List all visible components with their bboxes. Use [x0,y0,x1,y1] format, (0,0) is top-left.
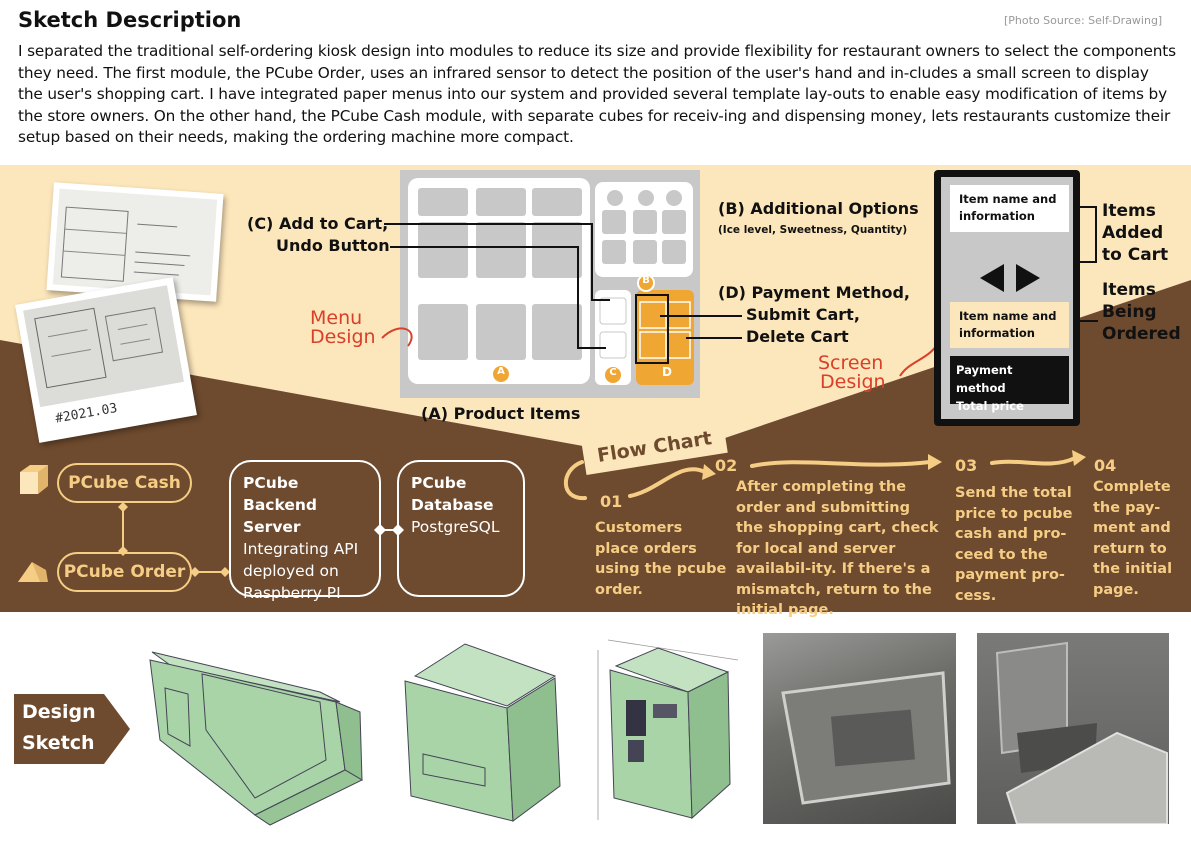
build-photo-2 [977,633,1169,825]
sketch-lines [60,206,191,282]
sketch-drawing-front [23,285,184,408]
flow-step-4-text: Complete the pay-ment and return to the … [1093,479,1173,598]
model-cash-internal [597,639,739,820]
label-d-line3: Delete Cart [746,327,849,346]
design-sketch-line1: Design [22,701,96,723]
backend-server-node: PCube Backend Server Integrating API dep… [229,460,381,602]
arrow-right-icon[interactable] [1016,264,1040,292]
arrow-nav-icons [980,264,1040,292]
database-node: PCube Database PostgreSQL [397,460,525,597]
sketch-photo-front: #2021.03 [15,277,197,443]
flow-step-4-num: 04 [1094,456,1117,475]
build-photo-1 [763,633,956,824]
db-title-1: PCube [411,474,467,492]
ordered-item-line1: Item name and [959,309,1057,323]
prism-icon [18,562,48,582]
model-order-wedge [149,651,364,826]
label-added-1: Items [1102,201,1156,221]
ordered-item-line2: information [959,326,1035,340]
cart-item-top-line1: Item name and [959,192,1057,206]
label-d-line1: (D) Payment Method, [718,283,910,302]
photo-source: [Photo Source: Self-Drawing] [1004,14,1163,27]
dispenser [628,740,644,762]
flow-step-3-num: 03 [955,456,978,475]
ordered-item: Item name and information [950,302,1069,348]
badge-a: A [497,366,505,377]
flow-step-2-num: 02 [715,456,738,475]
label-add-to-cart: (C) Add to Cart, Undo Button [247,213,390,257]
payment-method-text: Payment method [956,363,1013,395]
label-items-added: Items Added to Cart [1102,200,1168,266]
page-title: Sketch Description [18,8,242,32]
menu-wireframe [400,170,700,398]
cart-item-top: Item name and information [950,185,1069,232]
label-payment-method: (D) Payment Method, Submit Cart, Delete … [718,282,910,348]
db-title-2: Database [411,496,494,514]
label-b-sub: (Ice level, Sweetness, Quantity) [718,224,908,236]
screen-design-line1: Screen [818,352,884,374]
flow-step-2-text: After completing the order and submittin… [736,479,939,618]
badge-d: D [662,365,672,379]
pcube-cash-node: PCube Cash [57,463,192,503]
backend-title-1: PCube [243,474,299,492]
screen-design-line2: Design [820,371,886,393]
label-c-line1: (C) Add to Cart, [247,214,389,233]
menu-design-line1: Menu [310,307,363,329]
menu-design-line2: Design [310,326,376,348]
label-ordered-2: Being [1102,302,1157,322]
badge-b: B [642,275,650,286]
design-sketch-line2: Sketch [22,732,95,754]
label-added-2: Added [1102,223,1164,243]
sketch-drawing [52,188,218,296]
label-c-line2: Undo Button [276,236,390,255]
cart-item-top-line2: information [959,209,1035,223]
backend-title-2: Backend Server [243,496,317,536]
flow-step-1-text: Customers place orders using the pcube o… [595,520,727,598]
pcube-order-label: PCube Order [63,562,186,582]
backend-desc: Integrating API deployed on Raspberry PI [243,540,359,602]
bill-acceptor [626,700,646,736]
design-sketch-label: Design Sketch [22,697,96,759]
build-photo-2-detail [995,641,1168,825]
db-desc: PostgreSQL [411,518,500,536]
pcube-cash-label: PCube Cash [68,473,181,493]
badge-c: C [609,367,617,378]
sketch-photo-back [46,182,224,302]
design-sketch-tag [14,694,130,764]
label-items-ordered: Items Being Ordered [1102,279,1181,345]
model-cash-cube [404,643,561,822]
flow-step-1-num: 01 [600,492,623,511]
sketch-description: I separated the traditional self-orderin… [18,42,1176,146]
label-ordered-3: Ordered [1102,324,1181,344]
label-additional-options: (B) Additional Options (Ice level, Sweet… [718,199,919,236]
pcube-order-node: PCube Order [57,552,192,592]
flow-step-3-text: Send the total price to pcube cash and p… [955,485,1073,604]
label-b-title: (B) Additional Options [718,199,919,218]
sketch-lines-front [34,307,164,389]
label-ordered-1: Items [1102,280,1156,300]
screen-design-label: Screen Design [818,354,886,392]
total-price-text: Total price [956,399,1024,413]
menu-design-label: Menu Design [310,309,376,347]
coin-slot [653,704,677,718]
payment-summary: Payment method Total price [950,356,1069,413]
arrow-left-icon[interactable] [980,264,1004,292]
cube-icon [20,465,48,494]
build-photo-1-detail [781,671,951,805]
label-added-3: to Cart [1102,245,1169,265]
label-product-items: (A) Product Items [421,404,581,423]
label-d-line2: Submit Cart, [746,305,860,324]
